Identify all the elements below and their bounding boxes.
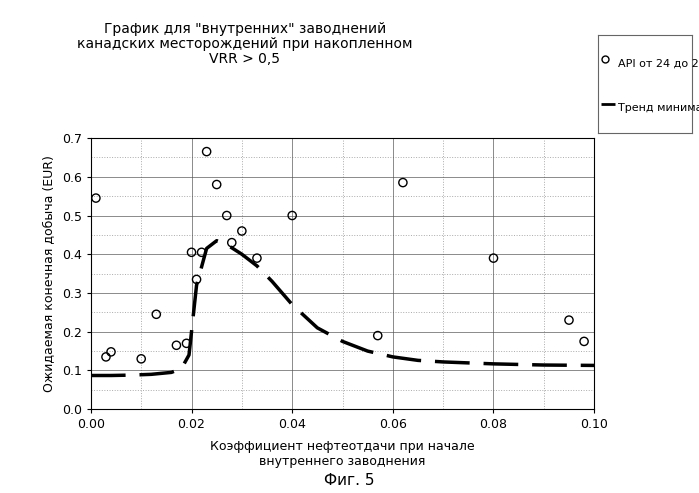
Point xyxy=(101,353,112,361)
Point xyxy=(201,148,212,156)
Text: Фиг. 5: Фиг. 5 xyxy=(324,473,375,488)
Y-axis label: Ожидаемая конечная добыча (EUR): Ожидаемая конечная добыча (EUR) xyxy=(42,155,55,392)
Text: График для "внутренних" заводнений: График для "внутренних" заводнений xyxy=(103,22,386,36)
Text: Тренд минимальной EUR: Тренд минимальной EUR xyxy=(619,104,699,113)
Point xyxy=(488,254,499,262)
Text: VRR > 0,5: VRR > 0,5 xyxy=(209,52,280,66)
Point xyxy=(211,180,222,188)
X-axis label: Коэффициент нефтеотдачи при начале
внутреннего заводнения: Коэффициент нефтеотдачи при начале внутр… xyxy=(210,440,475,467)
Point xyxy=(90,194,101,202)
Point xyxy=(372,332,383,340)
Point xyxy=(191,276,202,283)
Point xyxy=(236,227,247,235)
Point xyxy=(226,239,238,246)
Point xyxy=(106,348,117,356)
Point xyxy=(397,178,408,186)
Point xyxy=(151,311,162,318)
Point xyxy=(196,248,207,256)
Text: API от 24 до 29.7: API от 24 до 29.7 xyxy=(619,59,699,69)
Point xyxy=(186,248,197,256)
Point xyxy=(181,339,192,347)
Point xyxy=(252,254,263,262)
Point xyxy=(171,341,182,349)
Point xyxy=(287,211,298,219)
Text: канадских месторождений при накопленном: канадских месторождений при накопленном xyxy=(77,37,412,51)
Point xyxy=(579,337,590,345)
Point xyxy=(563,316,575,324)
Point xyxy=(136,355,147,363)
Point xyxy=(221,211,232,219)
